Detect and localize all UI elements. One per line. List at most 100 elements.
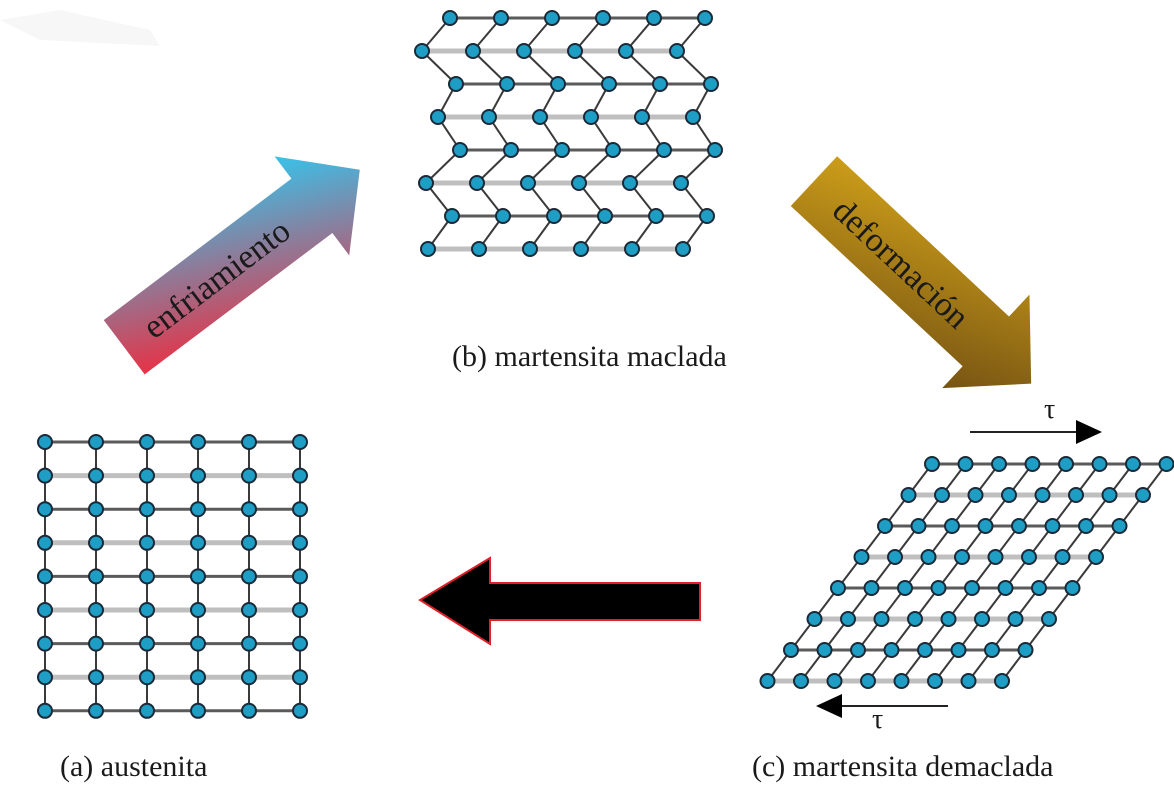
atom [1017, 642, 1034, 658]
atom [595, 10, 611, 26]
atom [863, 580, 880, 596]
atom [420, 241, 436, 257]
atom [685, 109, 701, 125]
atom [648, 208, 664, 224]
atom [481, 109, 497, 125]
atom [241, 702, 257, 719]
atom [1007, 611, 1024, 627]
austenite-caption: (a) austenita [60, 750, 208, 783]
atom [448, 76, 464, 92]
stress-arrow-bottom: τ [816, 694, 948, 735]
atom [567, 43, 583, 59]
atom [1068, 487, 1084, 503]
atom [1041, 611, 1057, 627]
atom [516, 43, 532, 59]
atom [656, 142, 672, 158]
atom [950, 642, 967, 658]
atom [900, 487, 917, 503]
atom [675, 241, 691, 257]
atom [520, 175, 536, 191]
atom [139, 602, 155, 618]
atom [1054, 549, 1071, 565]
atom [292, 702, 308, 719]
atom [418, 175, 434, 191]
detwinned-martensite-caption: (c) martensita demaclada [752, 750, 1054, 783]
atom [241, 635, 257, 652]
atom [673, 175, 689, 191]
atom [1125, 456, 1141, 472]
atom [190, 568, 206, 585]
atom [522, 241, 538, 257]
atom [532, 109, 548, 125]
atom [139, 467, 155, 484]
atom [940, 611, 957, 627]
atom [997, 580, 1014, 596]
atom [554, 142, 570, 158]
atom [1111, 518, 1128, 534]
atom [699, 208, 715, 224]
atom [452, 142, 468, 158]
atom [1101, 487, 1118, 503]
atom [139, 635, 155, 652]
atom [469, 175, 485, 191]
atom [139, 434, 155, 450]
atom [759, 673, 776, 689]
atom [991, 456, 1007, 472]
atom [190, 635, 206, 652]
atom [783, 642, 799, 658]
deformation-arrow-label: deformación [825, 192, 976, 336]
atom [1034, 487, 1051, 503]
atom [920, 549, 937, 565]
atom [917, 642, 933, 658]
atom [930, 580, 947, 596]
atom [984, 642, 1000, 658]
atom [465, 43, 481, 59]
atom [652, 76, 668, 92]
atom [1021, 549, 1037, 565]
atom [241, 467, 257, 484]
atom [88, 501, 104, 518]
atom [292, 669, 308, 686]
atom [944, 518, 960, 534]
atom [960, 673, 977, 689]
atom [1044, 518, 1061, 534]
atom [292, 635, 308, 652]
atom [241, 669, 257, 686]
atom [707, 142, 723, 158]
atom [806, 611, 823, 627]
atom [924, 456, 940, 472]
atom [37, 568, 53, 585]
atom [190, 434, 206, 450]
atom [88, 635, 104, 652]
atom [850, 642, 866, 658]
stress-arrow-top: τ [970, 394, 1102, 444]
detwinned-martensite-lattice [759, 456, 1174, 689]
atom [887, 549, 903, 565]
atom [967, 487, 984, 503]
atom [190, 702, 206, 719]
atom [601, 76, 617, 92]
atom [241, 434, 257, 450]
atom [977, 518, 994, 534]
atom [1091, 456, 1108, 472]
atom [697, 10, 713, 26]
atom [646, 10, 662, 26]
atom [37, 467, 53, 484]
atom [826, 673, 843, 689]
atom [927, 673, 943, 689]
atom [669, 43, 685, 59]
atom [139, 669, 155, 686]
atom [241, 568, 257, 585]
atom [190, 602, 206, 618]
atom [292, 434, 308, 450]
corner-artifact [0, 10, 160, 46]
atom [88, 467, 104, 484]
atom [88, 702, 104, 719]
atom [703, 76, 719, 92]
atom [37, 635, 53, 652]
atom [583, 109, 599, 125]
atom [88, 602, 104, 618]
atom [860, 673, 876, 689]
atom [190, 467, 206, 484]
